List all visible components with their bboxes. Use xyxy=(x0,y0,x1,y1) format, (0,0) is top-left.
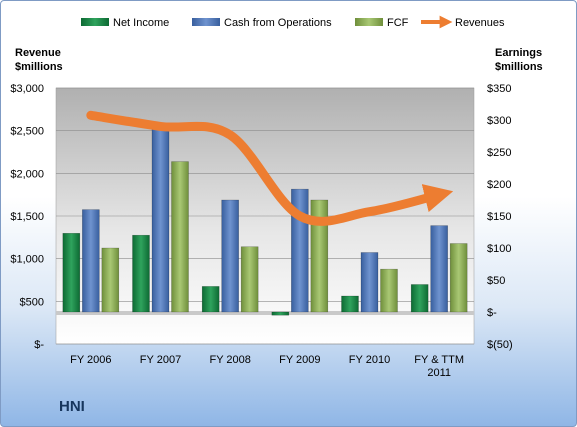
bar-net-income xyxy=(201,286,220,313)
left-axis-title-line2: $millions xyxy=(15,61,63,73)
right-tick-label: $150 xyxy=(487,211,511,223)
legend-item-net-income: Net Income xyxy=(81,17,169,29)
bars xyxy=(62,126,468,316)
bar-cash-from-operations xyxy=(221,199,239,313)
left-tick-label: $500 xyxy=(20,296,44,308)
bar-cash-from-operations xyxy=(360,252,379,313)
bar-fcf xyxy=(240,246,259,313)
left-tick-label: $3,000 xyxy=(10,83,44,95)
left-tick-label: $2,500 xyxy=(10,126,44,138)
category-labels: FY 2006 FY 2007 FY 2008 FY 2009 FY 2010 FY & … xyxy=(70,354,464,379)
right-tick-label: $- xyxy=(487,307,497,319)
right-tick-label: $50 xyxy=(487,275,505,287)
bar-cash-from-operations xyxy=(151,126,170,313)
legend-swatch-fcf xyxy=(355,18,383,26)
left-tick-label: $1,500 xyxy=(10,211,44,223)
bar-cash-from-operations xyxy=(82,209,100,313)
right-axis-title-line2: $millions xyxy=(495,61,543,73)
bar-cash-from-operations xyxy=(430,225,448,313)
company-label: HNI xyxy=(59,398,85,415)
bar-net-income xyxy=(410,284,429,313)
left-axis-ticks: $- $500 $1,000 $1,500 $2,000 $2,500 $3,000 xyxy=(10,83,44,351)
bar-net-income xyxy=(132,234,150,313)
bar-net-income xyxy=(341,295,359,313)
category-label: FY & TTM 2011 xyxy=(414,354,464,379)
left-axis-title-line1: Revenue xyxy=(15,47,61,59)
left-tick-label: $- xyxy=(34,339,44,351)
gridlines xyxy=(56,87,474,345)
category-label: FY 2007 xyxy=(140,354,181,366)
legend-label-revenues: Revenues xyxy=(455,17,505,29)
right-tick-label: $100 xyxy=(487,243,511,255)
legend-item-cash-from-operations: Cash from Operations xyxy=(192,17,332,29)
legend-label-net-income: Net Income xyxy=(113,17,169,29)
bar-fcf xyxy=(449,243,468,313)
category-label: FY 2006 xyxy=(70,354,111,366)
bar-fcf xyxy=(171,161,189,313)
bar-fcf xyxy=(380,268,398,313)
right-tick-label: $300 xyxy=(487,115,511,127)
bar-fcf xyxy=(101,247,120,313)
legend-item-revenues: Revenues xyxy=(421,15,505,29)
revenues-line-path xyxy=(86,110,454,226)
category-label: FY 2008 xyxy=(209,354,250,366)
legend-label-cash-from-operations: Cash from Operations xyxy=(224,17,332,29)
left-tick-label: $2,000 xyxy=(10,168,44,180)
bar-net-income xyxy=(62,233,81,313)
right-tick-label: $350 xyxy=(487,83,511,95)
revenue-line xyxy=(86,110,454,226)
bar-net-income xyxy=(271,311,290,316)
right-axis-title-line1: Earnings xyxy=(495,47,542,59)
category-label: FY 2010 xyxy=(349,354,390,366)
bar-fcf xyxy=(310,199,329,313)
right-tick-label: $200 xyxy=(487,179,511,191)
legend-swatch-cash-from-operations xyxy=(192,18,220,26)
right-tick-label: $(50) xyxy=(487,339,513,351)
legend-item-fcf: FCF xyxy=(355,17,409,29)
legend-swatch-net-income xyxy=(81,18,109,26)
category-label: FY 2009 xyxy=(279,354,320,366)
left-tick-label: $1,000 xyxy=(10,254,44,266)
plot-floor xyxy=(56,311,474,315)
legend: Net Income Cash from Operations FCF Reve… xyxy=(81,15,505,29)
right-axis-ticks: $(50) $- $50 $100 $150 $200 $250 $300 $350 xyxy=(487,83,513,351)
legend-label-fcf: FCF xyxy=(387,17,409,29)
right-tick-label: $250 xyxy=(487,147,511,159)
